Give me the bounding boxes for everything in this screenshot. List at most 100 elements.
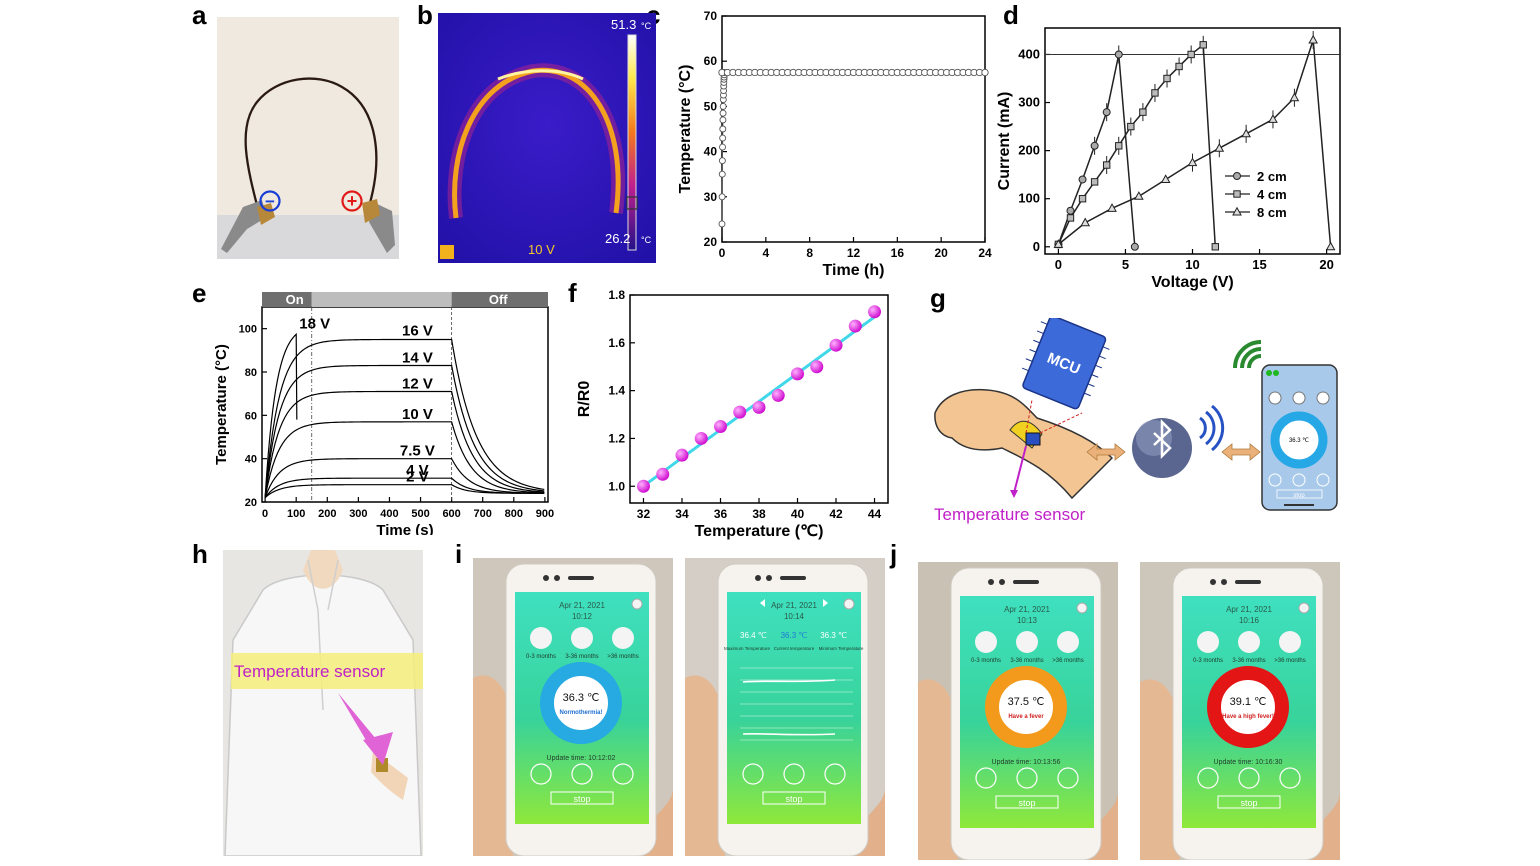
- panel-letter-e: e: [192, 278, 207, 308]
- age-group-label: 3-36 months: [1232, 658, 1265, 664]
- current-temp-value: 36.3 ℃: [781, 631, 808, 640]
- phone-time: 10:14: [784, 612, 805, 621]
- x-axis-label: Time (s): [376, 522, 433, 535]
- hand: [473, 675, 513, 856]
- phone-photo-1: Apr 21, 2021 10:12 0-3 months 3-36 months >3…: [473, 558, 673, 856]
- phone-camera: [1210, 579, 1216, 585]
- marker-triangle: [1080, 217, 1091, 227]
- rise-point: [718, 170, 726, 178]
- phone-update-time: Update time: 10:12:02: [547, 755, 616, 762]
- y-tick-label: 70: [704, 9, 718, 23]
- hand: [918, 679, 958, 860]
- phone-status: Normothermia!: [559, 710, 602, 716]
- prev-arrow-icon: [760, 599, 765, 607]
- data-point: [810, 360, 824, 374]
- series-label: 10 V: [402, 406, 433, 423]
- plus-sign: +: [347, 191, 358, 211]
- min-temp-value: 36.3 ℃: [820, 631, 847, 640]
- phone-settings-icon: [1298, 602, 1310, 614]
- y-tick-label: 50: [704, 99, 718, 113]
- marker-triangle: [1241, 128, 1251, 138]
- series-curve-4: [264, 390, 545, 498]
- thermal-image: 51.3 °C 26.2 °C 10 V: [438, 13, 656, 263]
- marker-circle: [1130, 242, 1139, 251]
- age-group-label: >36 months: [607, 654, 639, 660]
- data-point: [848, 319, 862, 333]
- marker-circle: [1114, 50, 1123, 59]
- age-group-label: 0-3 months: [971, 658, 1001, 664]
- marker-square: [1090, 178, 1099, 186]
- stop-button[interactable]: stop: [785, 794, 802, 804]
- rise-point: [718, 193, 726, 201]
- stop-button[interactable]: stop: [1018, 798, 1035, 808]
- marker-circle: [1078, 175, 1087, 184]
- rise-point: [719, 109, 727, 117]
- phone-camera: [988, 579, 994, 585]
- bottom-nav-icon: [530, 763, 552, 785]
- data-point: [656, 467, 670, 481]
- panel-letter-h: h: [192, 539, 208, 569]
- x-tick-label: 900: [536, 508, 554, 520]
- bottom-nav-icon: [1016, 767, 1038, 789]
- stop-button-frame: [995, 795, 1059, 809]
- bottom-nav-icon: [783, 763, 805, 785]
- marker-square: [1175, 62, 1183, 71]
- phone-status: Have a high fever!: [1222, 714, 1274, 720]
- on-label: On: [286, 292, 304, 307]
- plateau-point: [981, 68, 989, 77]
- legend-marker: [1233, 190, 1241, 198]
- phone-sensor: [999, 579, 1005, 585]
- y-tick-label: 1.4: [608, 384, 625, 398]
- x-tick-label: 0: [262, 508, 268, 520]
- age-group-icon: [1016, 631, 1038, 653]
- phone-date: Apr 21, 2021: [559, 601, 605, 610]
- y-tick-label: 60: [704, 54, 718, 68]
- y-tick-label: 100: [239, 324, 257, 336]
- panel-letter-b: b: [417, 0, 433, 30]
- y-tick-label: 200: [1018, 143, 1040, 158]
- system-schematic-drawing: Temperature sensor MCU: [934, 318, 1338, 524]
- age-group-icon: [1238, 631, 1260, 653]
- data-point: [771, 388, 785, 402]
- marker-circle: [1090, 141, 1099, 150]
- marker-square: [1127, 122, 1135, 131]
- x-tick-label: 20: [1319, 257, 1333, 272]
- chart-c-temperature-time: 0 4 8 12 16 20 24 20 30 40 50 60 70 Time (h) Temperatu…: [677, 9, 992, 279]
- y-tick-label: 400: [1018, 46, 1040, 61]
- rise-point: [718, 220, 726, 228]
- phone-time: 10:16: [1239, 616, 1260, 625]
- phone-speaker: [1235, 580, 1261, 584]
- marker-square: [1115, 142, 1123, 150]
- thermal-unit-max: °C: [641, 21, 652, 31]
- marker-square: [1199, 41, 1207, 49]
- wire-photo: − +: [217, 17, 399, 259]
- x-tick-label: 300: [349, 508, 367, 520]
- age-group-label: >36 months: [1274, 658, 1306, 664]
- x-tick-label: 44: [868, 507, 882, 521]
- legend-label: 2 cm: [1257, 169, 1287, 184]
- marker-circle: [1066, 206, 1075, 215]
- series-curve-7: [264, 332, 298, 498]
- phone-drawing-2: Apr 21, 2021 10:14 36.4 ℃ 36.3 ℃ 36.3 ℃ Maxim…: [685, 563, 885, 856]
- phone-time: 10:13: [1017, 616, 1038, 625]
- trend-line: [742, 679, 836, 683]
- phone-photo-2: Apr 21, 2021 10:14 36.4 ℃ 36.3 ℃ 36.3 ℃ Maxim…: [685, 558, 885, 856]
- x-tick-label: 34: [675, 507, 689, 521]
- series-curve-3: [264, 421, 545, 498]
- marker-square: [1187, 50, 1195, 59]
- bottom-nav-icon: [975, 767, 997, 789]
- stop-button[interactable]: stop: [1240, 798, 1257, 808]
- marker-triangle: [1107, 203, 1117, 212]
- stop-button[interactable]: stop: [573, 794, 590, 804]
- phone-date: Apr 21, 2021: [1226, 605, 1272, 614]
- phone-speaker: [780, 576, 806, 580]
- rise-point: [719, 143, 726, 151]
- phone-update-time: Update time: 10:13:56: [992, 759, 1061, 766]
- x-axis-label: Voltage (V): [1151, 274, 1233, 291]
- phone-speaker: [1013, 580, 1039, 584]
- y-tick-label: 80: [245, 367, 257, 379]
- x-tick-label: 16: [891, 246, 905, 260]
- panel-letter-i: i: [455, 539, 463, 569]
- panel-letter-g: g: [930, 283, 946, 313]
- stop-button-frame: [762, 791, 826, 805]
